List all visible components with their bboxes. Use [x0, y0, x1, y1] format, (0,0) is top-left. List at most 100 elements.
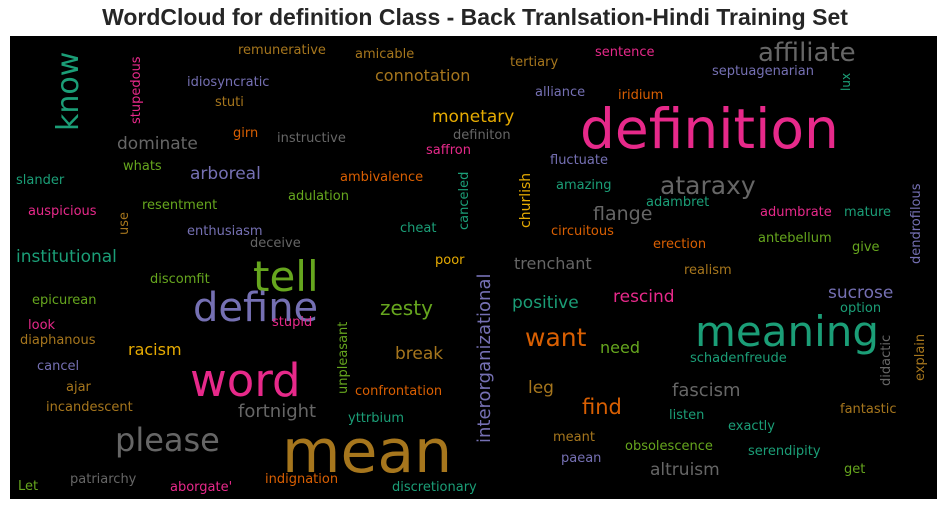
chart-title: WordCloud for definition Class - Back Tr… — [102, 4, 848, 30]
word-36: remunerative — [238, 43, 326, 58]
word-81: ajar — [66, 380, 92, 395]
word-79: schadenfreude — [690, 351, 787, 366]
word-1: definition — [580, 97, 839, 161]
word-17: fascism — [672, 380, 741, 401]
word-96: discretionary — [392, 480, 477, 495]
word-53: ambivalence — [340, 170, 423, 185]
word-66: erection — [653, 237, 706, 252]
word-25: rescind — [613, 287, 675, 307]
word-14: institutional — [16, 247, 117, 267]
word-5: define — [193, 285, 318, 331]
word-63: cheat — [400, 221, 436, 236]
word-72: epicurean — [32, 293, 97, 308]
word-28: racism — [128, 340, 182, 359]
word-74: look — [28, 318, 56, 333]
word-84: yttrbium — [348, 411, 404, 426]
word-39: tertiary — [510, 55, 558, 70]
word-88: meant — [553, 430, 595, 445]
word-34: stupedous — [129, 56, 144, 124]
word-67: antebellum — [758, 231, 832, 246]
word-35: dendrofilous — [909, 183, 924, 264]
word-42: stuti — [215, 95, 244, 110]
word-9: ataraxy — [660, 171, 756, 200]
word-59: use — [117, 212, 132, 235]
word-44: iridium — [618, 88, 663, 103]
word-21: dominate — [117, 134, 198, 154]
word-43: alliance — [535, 85, 585, 100]
word-85: listen — [669, 408, 704, 423]
word-91: paean — [561, 451, 601, 466]
word-97: Let — [18, 479, 38, 494]
word-33: unpleasant — [336, 322, 351, 394]
wordcloud-canvas: mean definition word meaning tell define pleas… — [10, 36, 937, 499]
word-65: deceive — [250, 236, 301, 251]
word-50: fluctuate — [550, 153, 608, 168]
word-3: meaning — [695, 307, 879, 356]
word-80: didactic — [879, 335, 894, 386]
word-87: exactly — [728, 419, 775, 434]
word-40: septuagenarian — [712, 64, 814, 79]
word-38: sentence — [595, 45, 655, 60]
word-15: zesty — [380, 296, 433, 320]
word-32: churlish — [518, 173, 534, 228]
word-16: find — [582, 395, 622, 419]
word-68: give — [852, 240, 880, 255]
word-56: adambret — [646, 195, 709, 210]
word-83: confrontation — [355, 384, 442, 399]
word-58: resentment — [142, 198, 217, 213]
word-77: diaphanous — [20, 333, 96, 348]
word-6: please — [115, 421, 220, 459]
word-92: get — [844, 462, 865, 477]
word-64: circuitous — [551, 224, 614, 239]
word-57: auspicious — [28, 204, 97, 219]
word-30: leg — [528, 378, 554, 398]
word-11: want — [525, 323, 587, 352]
word-26: sucrose — [828, 283, 893, 303]
word-73: option — [840, 301, 881, 316]
word-12: fortnight — [238, 401, 316, 422]
word-54: amazing — [556, 178, 612, 193]
word-49: saffron — [426, 143, 471, 158]
word-4: tell — [253, 252, 319, 301]
word-24: positive — [512, 293, 579, 313]
word-93: patriarchy — [70, 472, 137, 487]
word-51: whats — [123, 159, 162, 174]
word-10: interorganizational — [474, 274, 495, 444]
word-95: indignation — [265, 472, 338, 487]
word-20: monetary — [432, 107, 514, 127]
word-22: arboreal — [190, 164, 261, 184]
word-82: incandescent — [46, 400, 133, 415]
word-7: affiliate — [758, 38, 856, 68]
word-89: obsolescence — [625, 439, 713, 454]
word-75: stupid — [272, 315, 312, 330]
word-94: aborgate' — [170, 480, 232, 495]
word-2: word — [190, 354, 301, 407]
word-48: definiton — [453, 128, 511, 143]
word-29: need — [600, 338, 640, 357]
word-47: instructive — [277, 131, 346, 146]
word-78: cancel — [37, 359, 79, 374]
word-41: idiosyncratic — [187, 75, 269, 90]
word-71: realism — [684, 263, 732, 278]
word-46: girn — [233, 126, 258, 141]
word-31: canceled — [457, 172, 472, 230]
word-90: serendipity — [748, 444, 821, 459]
word-0: mean — [282, 417, 452, 487]
word-18: altruism — [650, 460, 720, 480]
word-19: connotation — [375, 66, 470, 85]
word-69: poor — [435, 253, 465, 268]
word-55: adulation — [288, 189, 349, 204]
word-61: mature — [844, 205, 891, 220]
word-37: amicable — [355, 47, 414, 62]
word-60: adumbrate — [760, 205, 832, 220]
word-62: enthusiasm — [187, 224, 263, 239]
word-76: explain — [913, 334, 928, 381]
word-45: lux — [839, 73, 853, 91]
word-52: slander — [16, 173, 65, 188]
word-23: trenchant — [514, 254, 592, 273]
word-27: break — [395, 344, 443, 364]
word-8: know — [51, 52, 86, 131]
word-86: fantastic — [840, 402, 896, 417]
word-70: discomfit — [150, 272, 210, 287]
